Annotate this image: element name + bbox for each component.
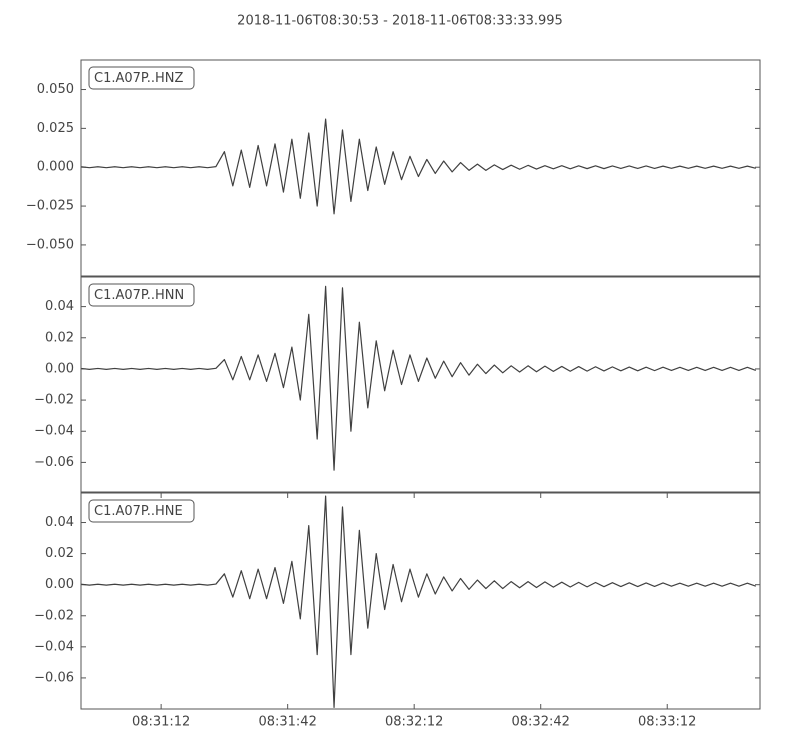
y-tick-label: −0.06: [34, 455, 74, 470]
waveform: [80, 285, 757, 471]
legend-box: [88, 499, 195, 523]
y-tick-label: 0.02: [45, 330, 74, 345]
y-tick-label: 0.025: [37, 121, 74, 136]
chart-title: 2018-11-06T08:30:53 - 2018-11-06T08:33:3…: [237, 14, 563, 29]
legend-label: C1.A07P..HNE: [94, 504, 183, 519]
plot-frame: [80, 59, 761, 277]
waveform: [80, 118, 756, 215]
y-tick-label: −0.04: [34, 639, 74, 654]
legend-box: [88, 283, 195, 307]
x-tick-label: 08:31:42: [258, 715, 316, 730]
plot-frame: [80, 492, 761, 710]
y-tick-label: 0.04: [45, 299, 74, 314]
y-tick-label: −0.04: [34, 424, 74, 439]
x-tick-label: 08:32:12: [385, 715, 443, 730]
y-tick-label: −0.06: [34, 670, 74, 685]
legend-label: C1.A07P..HNZ: [94, 71, 183, 86]
y-tick-label: 0.050: [37, 82, 74, 97]
y-tick-label: −0.02: [34, 608, 74, 623]
y-tick-label: 0.00: [45, 361, 74, 376]
waveform: [80, 495, 757, 709]
y-tick-label: −0.02: [34, 393, 74, 408]
y-tick-label: −0.025: [26, 199, 74, 214]
x-tick-label: 08:32:42: [512, 715, 570, 730]
y-tick-label: 0.02: [45, 546, 74, 561]
x-tick-label: 08:31:12: [132, 715, 190, 730]
y-tick-label: 0.000: [37, 160, 74, 175]
y-tick-label: −0.050: [26, 237, 74, 252]
y-tick-label: 0.00: [45, 577, 74, 592]
legend-box: [88, 66, 195, 90]
legend-label: C1.A07P..HNN: [94, 288, 184, 303]
plot-frame: [80, 276, 761, 493]
y-tick-label: 0.04: [45, 515, 74, 530]
x-tick-label: 08:33:12: [638, 715, 696, 730]
